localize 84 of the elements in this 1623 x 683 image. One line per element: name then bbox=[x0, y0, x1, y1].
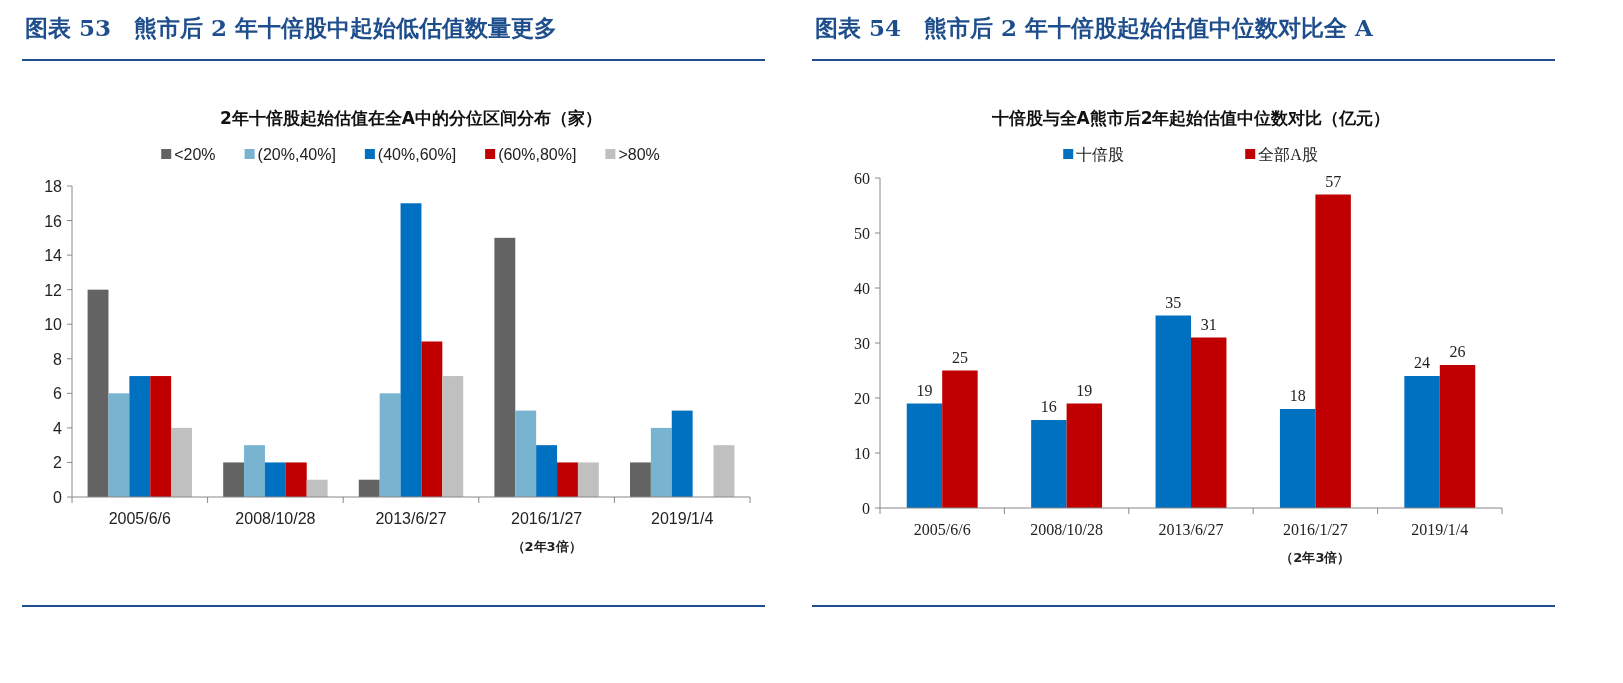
y-tick-label: 40 bbox=[854, 280, 870, 297]
bar bbox=[1279, 409, 1316, 508]
bar bbox=[515, 410, 537, 497]
bar bbox=[379, 393, 401, 497]
x-tick-label: 2016/1/27 bbox=[1282, 521, 1348, 538]
data-label: 24 bbox=[1414, 354, 1431, 371]
data-label: 16 bbox=[1040, 398, 1057, 415]
bar bbox=[557, 462, 578, 497]
bar bbox=[671, 410, 693, 497]
bar bbox=[400, 203, 422, 497]
legend-label: >80% bbox=[618, 146, 660, 163]
bar bbox=[906, 403, 943, 508]
y-tick-label: 6 bbox=[53, 385, 63, 403]
y-tick-label: 0 bbox=[862, 500, 870, 517]
data-label: 31 bbox=[1200, 315, 1217, 333]
x-tick-label: 2005/6/6 bbox=[108, 510, 172, 527]
chart-title: 图表 53 熊市后 2 年十倍股中起始低估值数量更多 bbox=[25, 14, 558, 41]
bar bbox=[244, 445, 265, 497]
data-label: 18 bbox=[1289, 387, 1306, 404]
legend-label: (20%,40%] bbox=[257, 146, 336, 163]
y-tick-label: 2 bbox=[53, 454, 63, 472]
legend-label: 全部A股 bbox=[1258, 146, 1318, 163]
text: （2年3倍） bbox=[1280, 550, 1351, 565]
bar bbox=[358, 479, 380, 497]
x-tick-label: 2013/6/27 bbox=[375, 510, 447, 527]
legend-label: (60%,80%] bbox=[498, 146, 577, 163]
bar bbox=[421, 341, 443, 497]
bar bbox=[264, 462, 286, 497]
bar bbox=[1066, 403, 1103, 508]
bar bbox=[650, 427, 672, 497]
bar bbox=[1315, 194, 1351, 508]
y-tick-label: 30 bbox=[854, 335, 870, 352]
bar bbox=[223, 462, 245, 497]
bar bbox=[1404, 376, 1440, 508]
bar bbox=[713, 445, 735, 497]
data-label: 25 bbox=[951, 348, 968, 366]
bar bbox=[942, 370, 978, 508]
y-tick-label: 16 bbox=[44, 212, 63, 230]
y-tick-label: 20 bbox=[854, 390, 870, 407]
x-tick-label: 2005/6/6 bbox=[913, 521, 971, 538]
bar bbox=[1191, 337, 1227, 508]
y-tick-label: 60 bbox=[854, 170, 870, 187]
legend-label: <20% bbox=[174, 146, 216, 163]
bar bbox=[285, 462, 307, 497]
y-tick-label: 0 bbox=[53, 489, 63, 506]
y-tick-label: 10 bbox=[44, 316, 63, 334]
bar bbox=[577, 462, 599, 497]
y-tick-label: 8 bbox=[53, 350, 63, 368]
bar bbox=[171, 427, 193, 497]
bar bbox=[1155, 315, 1191, 508]
legend-label: 十倍股 bbox=[1076, 146, 1125, 163]
bar bbox=[108, 393, 130, 497]
legend-label: (40%,60%] bbox=[377, 146, 457, 163]
bar bbox=[629, 462, 651, 497]
bar bbox=[306, 479, 328, 497]
x-tick-label: 2008/10/28 bbox=[235, 510, 316, 527]
bar bbox=[1031, 420, 1067, 508]
y-tick-label: 50 bbox=[854, 225, 870, 242]
data-label: 35 bbox=[1165, 293, 1182, 311]
bar bbox=[536, 445, 558, 497]
y-tick-label: 18 bbox=[44, 178, 63, 195]
chart-subtitle: 2年十倍股起始估值在全A中的分位区间分布（家） bbox=[220, 108, 602, 128]
x-tick-label: 2019/1/4 bbox=[651, 510, 714, 527]
bar bbox=[129, 376, 151, 497]
y-tick-label: 10 bbox=[854, 445, 870, 462]
data-label: 26 bbox=[1449, 343, 1466, 360]
chart-subtitle: 十倍股与全A熊市后2年起始估值中位数对比（亿元） bbox=[990, 108, 1391, 128]
x-tick-label: 2019/1/4 bbox=[1411, 521, 1469, 538]
bar bbox=[442, 376, 464, 497]
text: （2年3倍） bbox=[511, 539, 582, 554]
data-label: 19 bbox=[1076, 381, 1093, 399]
bar bbox=[1439, 365, 1476, 508]
y-tick-label: 12 bbox=[44, 281, 63, 299]
y-tick-label: 4 bbox=[53, 419, 63, 437]
data-label: 19 bbox=[916, 381, 933, 399]
x-tick-label: 2008/10/28 bbox=[1030, 521, 1104, 538]
y-tick-label: 14 bbox=[44, 247, 63, 265]
chart-title: 图表 54 熊市后 2 年十倍股起始估值中位数对比全 A bbox=[815, 14, 1375, 41]
bar bbox=[150, 376, 172, 497]
bar bbox=[494, 237, 516, 497]
bar bbox=[87, 289, 109, 497]
x-tick-label: 2016/1/27 bbox=[511, 510, 583, 527]
x-tick-label: 2013/6/27 bbox=[1158, 521, 1224, 538]
data-label: 57 bbox=[1325, 172, 1342, 190]
